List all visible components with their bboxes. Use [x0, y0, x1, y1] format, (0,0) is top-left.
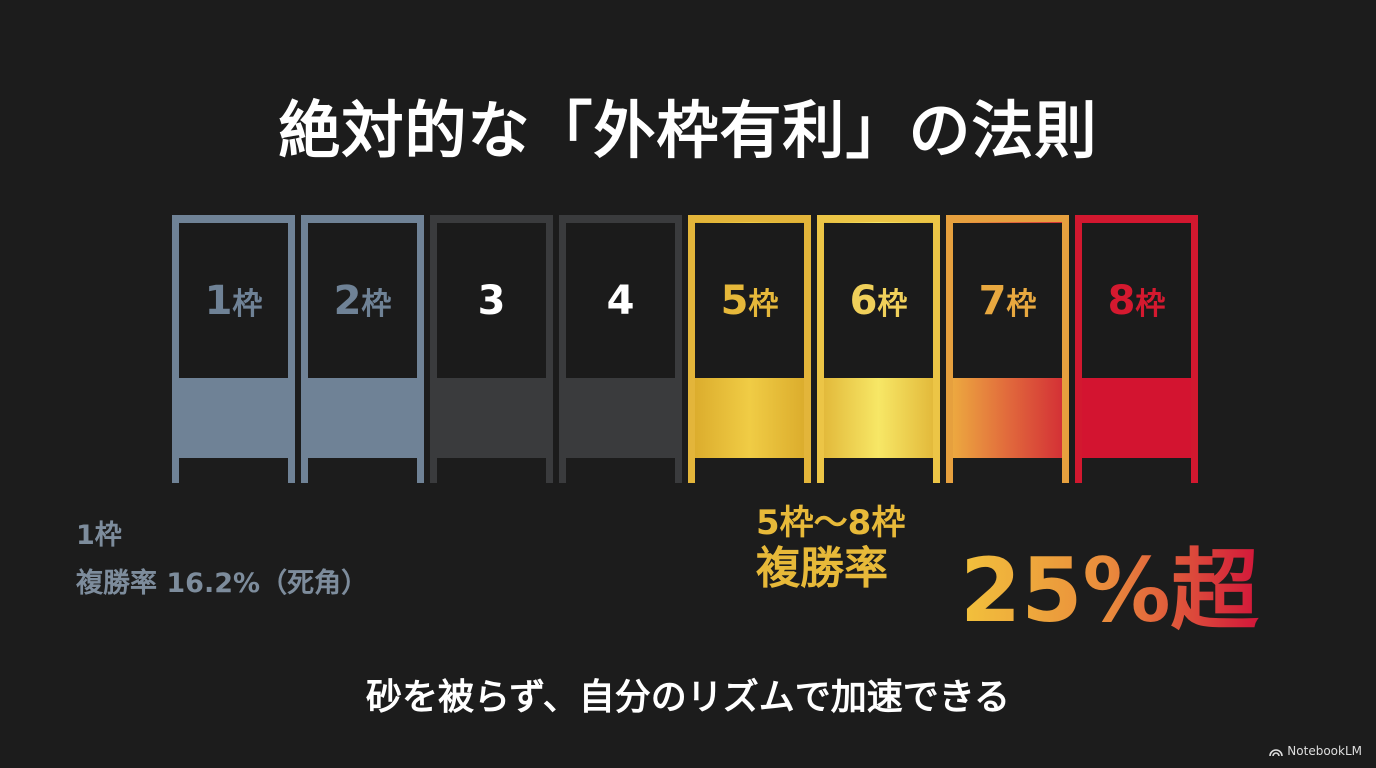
- gate-window: [437, 223, 546, 378]
- gate-window: [824, 223, 933, 378]
- gate-frame-border: [946, 215, 1069, 458]
- gate-frame-border: [688, 215, 811, 458]
- inner-gate-label: 1枠: [76, 520, 122, 551]
- gate-leg: [559, 458, 566, 483]
- gate-number: 6: [849, 277, 878, 324]
- gate-window: [1082, 223, 1191, 378]
- gate-suffix: 枠: [1006, 286, 1037, 322]
- gate-window: [179, 223, 288, 378]
- brand-name: NotebookLM: [1287, 744, 1362, 758]
- gate-window: [566, 223, 675, 378]
- outer-gate-rate-highlight: 25%超: [960, 520, 1259, 647]
- notebooklm-logo-icon: [1269, 749, 1284, 756]
- gate-leg: [946, 458, 953, 483]
- gate-number: 2: [333, 277, 362, 324]
- gate-leg: [1191, 458, 1198, 483]
- gate-window: [308, 223, 417, 378]
- gate-frame-border: [559, 215, 682, 458]
- gate-leg: [804, 458, 811, 483]
- gate-number: 8: [1107, 277, 1136, 324]
- gate-frame-border: [1075, 215, 1198, 458]
- inner-gate-rate: 複勝率 16.2%（死角）: [76, 568, 369, 599]
- gate-leg: [675, 458, 682, 483]
- gate-label: 3: [437, 223, 546, 378]
- gate-frame-border: [430, 215, 553, 458]
- gate-3: 3: [430, 215, 553, 483]
- gate-leg: [417, 458, 424, 483]
- slide-caption: 砂を被らず、自分のリズムで加速できる: [365, 677, 1011, 718]
- gate-leg: [933, 458, 940, 483]
- gate-frame-border: [301, 215, 424, 458]
- gate-4: 4: [559, 215, 682, 483]
- gate-number: 7: [978, 277, 1007, 324]
- gate-leg: [301, 458, 308, 483]
- gate-suffix: 枠: [748, 286, 779, 322]
- gate-leg: [1075, 458, 1082, 483]
- gate-leg: [688, 458, 695, 483]
- brand-watermark: NotebookLM: [1269, 744, 1362, 758]
- outer-gate-rate-label: 複勝率: [756, 543, 888, 594]
- gate-number: 1: [204, 277, 233, 324]
- outer-gate-note: 5枠〜8枠 複勝率: [756, 500, 905, 592]
- gate-frame-border: [817, 215, 940, 458]
- gate-suffix: 枠: [232, 286, 263, 322]
- gate-suffix: 枠: [1135, 286, 1166, 322]
- inner-gate-note: 1枠 複勝率 16.2%（死角）: [76, 512, 368, 608]
- gate-leg: [288, 458, 295, 483]
- gate-frame-border: [172, 215, 295, 458]
- gate-window: [695, 223, 804, 378]
- gate-number: 5: [720, 277, 749, 324]
- gate-leg: [817, 458, 824, 483]
- gate-leg: [1062, 458, 1069, 483]
- gate-number: 4: [606, 277, 635, 324]
- outer-gate-range: 5枠〜8枠: [756, 503, 906, 543]
- gate-suffix: 枠: [361, 286, 392, 322]
- slide-title: 絶対的な「外枠有利」の法則: [278, 94, 1098, 167]
- gate-leg: [172, 458, 179, 483]
- gate-label: 4: [566, 223, 675, 378]
- gate-leg: [430, 458, 437, 483]
- gate-window: [953, 223, 1062, 378]
- gate-number: 3: [477, 277, 506, 324]
- gate-suffix: 枠: [877, 286, 908, 322]
- gate-leg: [546, 458, 553, 483]
